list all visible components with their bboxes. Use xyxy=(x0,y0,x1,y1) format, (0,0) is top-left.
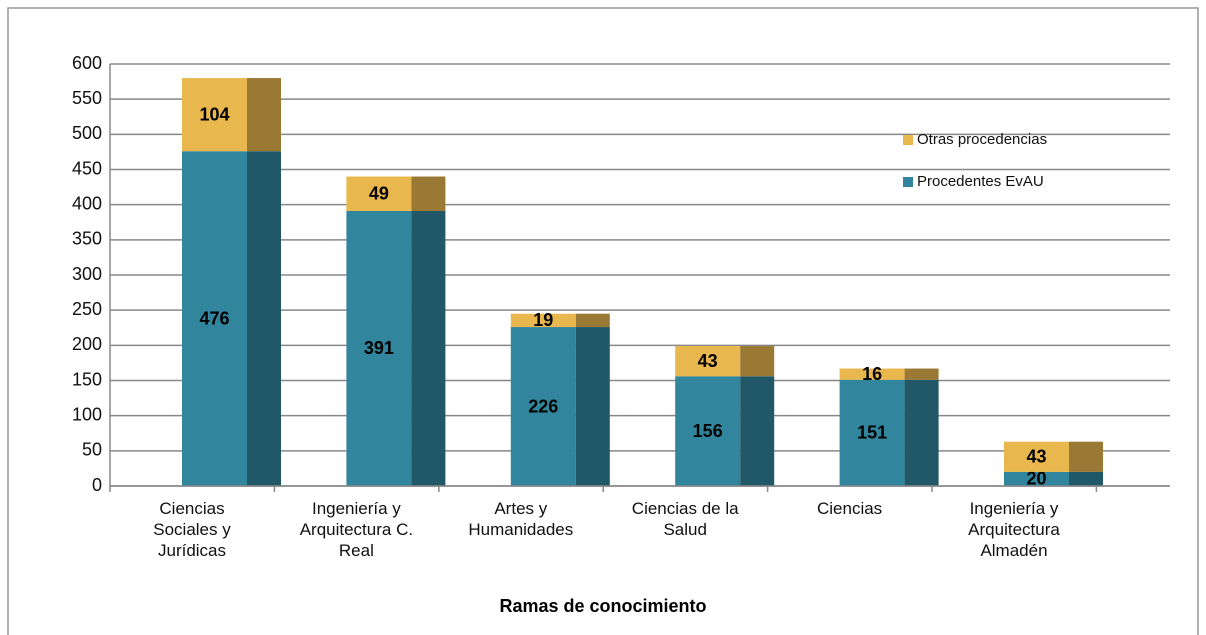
bar-side xyxy=(1069,471,1103,486)
value-label: 476 xyxy=(199,308,229,328)
bar-side xyxy=(1069,441,1103,472)
value-label: 20 xyxy=(1026,469,1046,489)
bar-side xyxy=(575,327,610,486)
value-label: 226 xyxy=(528,396,558,416)
bar-side xyxy=(740,376,775,486)
bar-segment xyxy=(675,376,741,486)
chart-frame xyxy=(7,7,1199,635)
value-label: 104 xyxy=(199,104,229,124)
y-tick-label: 300 xyxy=(72,264,102,284)
value-label: 19 xyxy=(533,310,553,330)
x-tick-label: Artes y Humanidades xyxy=(468,499,574,539)
x-tick-label: Ciencias Sociales y Jurídicas xyxy=(153,499,231,560)
y-tick-label: 450 xyxy=(72,158,102,178)
bar-segment xyxy=(182,151,247,487)
bar-side xyxy=(411,210,446,486)
bar-segment xyxy=(510,313,576,328)
x-axis-title: Ramas de conocimiento xyxy=(499,596,706,616)
y-tick-label: 0 xyxy=(92,475,102,495)
x-tick-label: Ciencias xyxy=(816,499,883,518)
y-tick-label: 500 xyxy=(72,123,102,143)
x-tick-label: Ingeniería y Arquitectura C. Real xyxy=(299,499,414,560)
value-label: 151 xyxy=(857,423,887,443)
value-label: 156 xyxy=(693,421,723,441)
bar-side xyxy=(904,368,939,380)
y-tick-label: 550 xyxy=(72,88,102,108)
y-tick-label: 50 xyxy=(82,440,102,460)
bar-segment xyxy=(346,210,412,486)
bar-segment xyxy=(346,176,412,211)
bar-side xyxy=(247,78,281,152)
y-tick-label: 400 xyxy=(72,193,102,213)
bar-side xyxy=(575,313,610,328)
bar-segment xyxy=(510,327,576,486)
legend-label: Procedentes EvAU xyxy=(917,173,1044,190)
bar-segment xyxy=(839,368,905,380)
x-tick-label: Ingeniería y Arquitectura Almadén xyxy=(968,499,1060,560)
value-label: 43 xyxy=(1026,447,1046,467)
bar-side xyxy=(740,346,775,377)
y-tick-label: 600 xyxy=(72,53,102,73)
value-label: 16 xyxy=(862,364,882,384)
bar-side xyxy=(904,379,939,486)
bar-side xyxy=(411,176,446,211)
bar-side xyxy=(247,151,281,487)
legend-swatch xyxy=(903,135,913,145)
legend-swatch xyxy=(903,177,913,187)
bar-segment xyxy=(1004,441,1069,472)
y-tick-label: 250 xyxy=(72,299,102,319)
bar-segment xyxy=(1004,471,1069,486)
x-tick-label: Ciencias de la Salud xyxy=(631,499,739,539)
legend-label: Otras procedencias xyxy=(917,131,1047,148)
y-tick-label: 150 xyxy=(72,369,102,389)
value-label: 391 xyxy=(364,338,394,358)
y-tick-label: 200 xyxy=(72,334,102,354)
bar-segment xyxy=(675,346,741,377)
bar-segment xyxy=(839,379,905,486)
bar-segment xyxy=(182,78,247,152)
value-label: 43 xyxy=(698,351,718,371)
y-tick-label: 100 xyxy=(72,404,102,424)
value-label: 49 xyxy=(369,184,389,204)
y-tick-label: 350 xyxy=(72,229,102,249)
